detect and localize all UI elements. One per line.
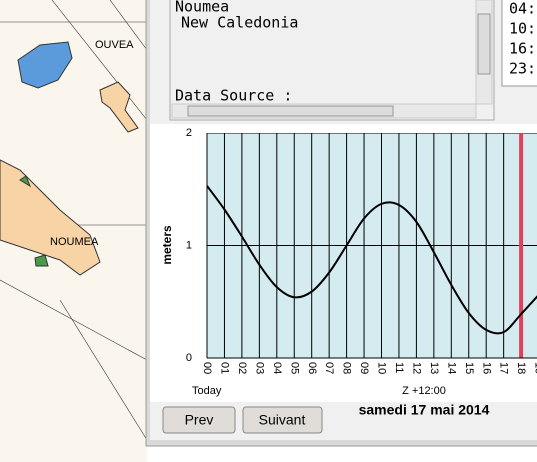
next-button-label[interactable]: Suivant [259,412,306,428]
x-label-center: Z +12:00 [402,385,446,397]
x-tick-label: 03 [253,362,265,374]
x-tick-label: 18 [515,362,527,374]
island-grande-terre [0,159,101,276]
map-label: NOUMEA [50,236,99,248]
tide-times-box [501,0,537,87]
h-scroll-thumb[interactable] [187,105,394,117]
location-country: New Caledonia [181,14,298,32]
date-label: samedi 17 mai 2014 [359,402,490,418]
y-axis-label: meters [160,225,174,265]
v-scroll-thumb[interactable] [477,13,491,75]
y-tick-label: 2 [186,127,192,139]
x-tick-label: 01 [219,362,231,374]
x-tick-label: 13 [428,362,440,374]
tide-time: 16: [509,40,536,58]
tide-time: 04: [509,0,536,18]
data-source-label: Data Source : [175,87,292,105]
x-tick-label: 00 [201,362,213,374]
island-ouvea [17,41,73,89]
next-button[interactable] [242,406,323,434]
x-tick-label: 11 [393,362,405,373]
y-tick-label: 0 [186,352,192,364]
map-label: OUVEA [95,39,134,51]
info-box [169,0,495,121]
prev-button[interactable] [162,406,236,434]
x-tick-label: 07 [323,362,335,374]
x-label-left: Today [192,385,222,397]
x-tick-label: 08 [341,362,353,374]
x-tick-label: 12 [410,362,422,374]
map-icon [19,175,49,267]
x-tick-label: 09 [358,362,370,374]
x-tick-label: 02 [236,362,248,374]
x-tick-label: 19 [533,362,537,374]
tide-time: 23: [509,60,536,78]
y-tick-label: 1 [186,239,192,251]
x-tick-label: 06 [306,362,318,374]
x-tick-label: 14 [445,362,457,374]
x-tick-label: 16 [480,362,492,374]
x-tick-label: 04 [271,362,283,374]
plot [207,133,537,359]
x-tick-label: 05 [288,362,300,374]
location-name: Noumea [175,0,229,16]
x-tick-label: 10 [376,362,388,374]
x-tick-label: 15 [463,362,475,374]
island [99,81,139,133]
tide-line [207,185,537,335]
tide-time: 10: [509,20,536,38]
prev-button-label[interactable]: Prev [185,412,214,428]
x-tick-label: 17 [498,362,510,374]
